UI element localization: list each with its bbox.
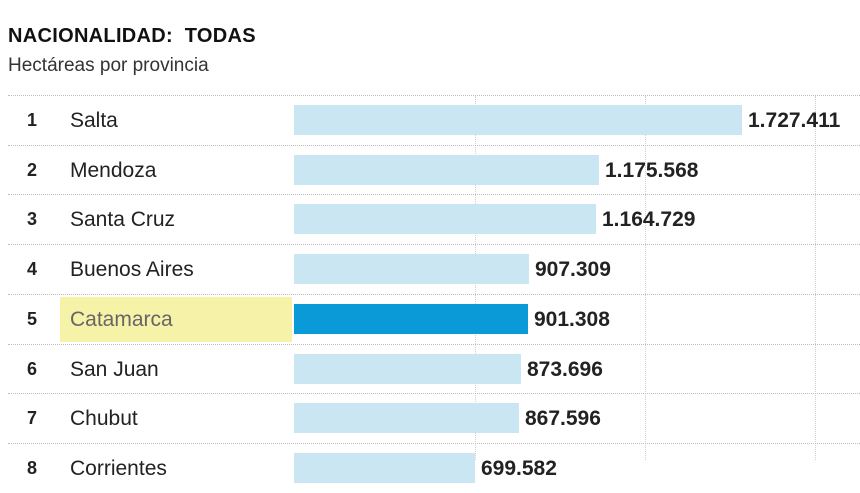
category-label: Mendoza: [70, 158, 157, 182]
value-label: 901.308: [534, 307, 610, 331]
bar: [294, 353, 521, 384]
bar-row: 3 Santa Cruz 1.164.729: [8, 194, 860, 244]
category-cell: Buenos Aires: [60, 247, 292, 292]
category-cell: Corrientes: [60, 446, 292, 491]
category-label: Corrientes: [70, 456, 167, 480]
category-label: Salta: [70, 109, 118, 132]
bar-row: 4 Buenos Aires 907.309: [8, 244, 860, 294]
value-label: 699.582: [481, 456, 557, 480]
category-cell: Salta: [60, 98, 292, 143]
value-label: 1.727.411: [748, 109, 841, 132]
value-label: 867.596: [525, 407, 601, 431]
rank-label: 1: [26, 110, 37, 130]
bar-row: 6 San Juan 873.696: [8, 343, 860, 394]
rank-label: 4: [26, 259, 37, 280]
rank-label: 6: [26, 358, 37, 379]
category-label: San Juan: [70, 357, 159, 381]
bar-row: 5 Catamarca 901.308: [8, 293, 860, 344]
gridline: [645, 96, 646, 460]
bar: [294, 154, 599, 185]
highlighted-bar: [294, 303, 528, 334]
bar: [294, 452, 475, 483]
category-cell: Mendoza: [60, 148, 292, 193]
bar-row: 7 Chubut 867.596: [8, 393, 860, 443]
category-label: Chubut: [70, 407, 138, 431]
rank-label: 3: [26, 209, 37, 230]
gridline: [815, 96, 816, 460]
category-cell: Chubut: [60, 396, 292, 441]
category-label: Santa Cruz: [70, 208, 176, 232]
category-cell: Santa Cruz: [60, 197, 292, 242]
category-cell: San Juan: [60, 347, 292, 392]
bar: [294, 105, 742, 135]
value-label: 907.309: [535, 258, 611, 282]
chart-title: NACIONALIDAD: TODAS: [8, 25, 256, 47]
rank-label: 8: [26, 457, 37, 478]
rank-label: 5: [26, 308, 37, 329]
bar-row: 2 Mendoza 1.175.568: [8, 144, 860, 195]
category-label: Buenos Aires: [70, 258, 194, 282]
highlighted-category-cell: Catamarca: [60, 296, 292, 342]
bar: [294, 254, 529, 285]
value-label: 1.164.729: [602, 208, 696, 232]
chart-subtitle: Hectáreas por provincia: [8, 55, 209, 76]
rank-label: 7: [26, 408, 37, 429]
bar: [294, 204, 596, 235]
category-label: Catamarca: [70, 307, 173, 331]
bar-row: 1 Salta 1.727.411: [8, 95, 860, 145]
bar-row: 8 Corrientes 699.582: [8, 442, 860, 493]
rank-label: 2: [26, 159, 37, 180]
value-label: 873.696: [527, 357, 603, 381]
bar: [294, 403, 519, 434]
value-label: 1.175.568: [605, 158, 699, 182]
